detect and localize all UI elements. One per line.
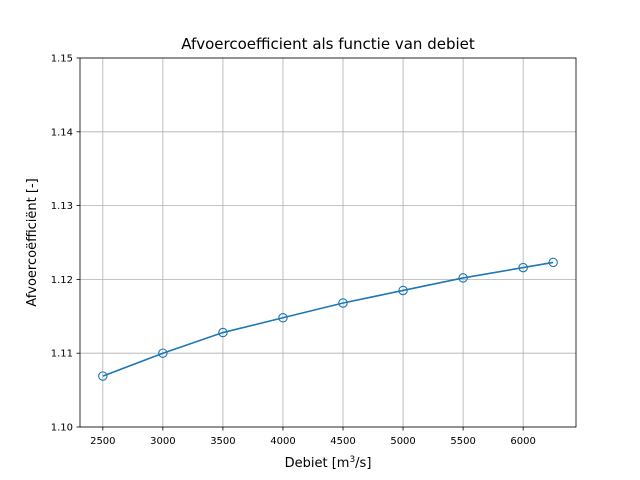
x-axis-label-suffix: /s] (355, 456, 371, 471)
x-tick-label: 5500 (450, 436, 475, 447)
x-tick-label: 3000 (150, 436, 175, 447)
ticks: 2500 3000 3500 4000 4500 5000 5500 6000 1.10 1.11… (51, 54, 536, 448)
data-point (98, 371, 108, 381)
y-tick-label: 1.12 (51, 275, 73, 286)
y-tick-label: 1.13 (51, 201, 73, 212)
x-tick-label: 4000 (270, 436, 295, 447)
y-tick-label: 1.11 (51, 349, 73, 360)
data-point (398, 285, 408, 296)
data-point (278, 313, 288, 323)
y-axis-label: Afvoercoëfficiënt [-] (25, 178, 40, 306)
series-layer (98, 257, 558, 381)
y-tick-label: 1.15 (51, 54, 73, 65)
data-point (458, 273, 468, 283)
data-point (158, 348, 168, 358)
y-tick-label: 1.10 (51, 423, 73, 434)
series-line (102, 261, 554, 377)
x-tick-label: 5000 (390, 436, 415, 447)
x-axis-label: Debiet [m3/s] (285, 455, 372, 471)
x-tick-label: 3500 (210, 436, 235, 447)
plot-frame (79, 57, 577, 428)
y-tick-label: 1.14 (51, 127, 73, 138)
data-point (518, 262, 528, 273)
data-point (218, 327, 228, 338)
x-axis-label-prefix: Debiet [m (285, 456, 350, 471)
x-tick-label: 4500 (330, 436, 355, 447)
x-axis-label-superscript: 3 (349, 455, 355, 465)
x-tick-label: 6000 (510, 436, 535, 447)
data-point (338, 298, 348, 308)
x-tick-label: 2500 (90, 436, 115, 447)
data-point (548, 257, 558, 268)
chart-title: Afvoercoefficient als functie van debiet (181, 35, 475, 53)
